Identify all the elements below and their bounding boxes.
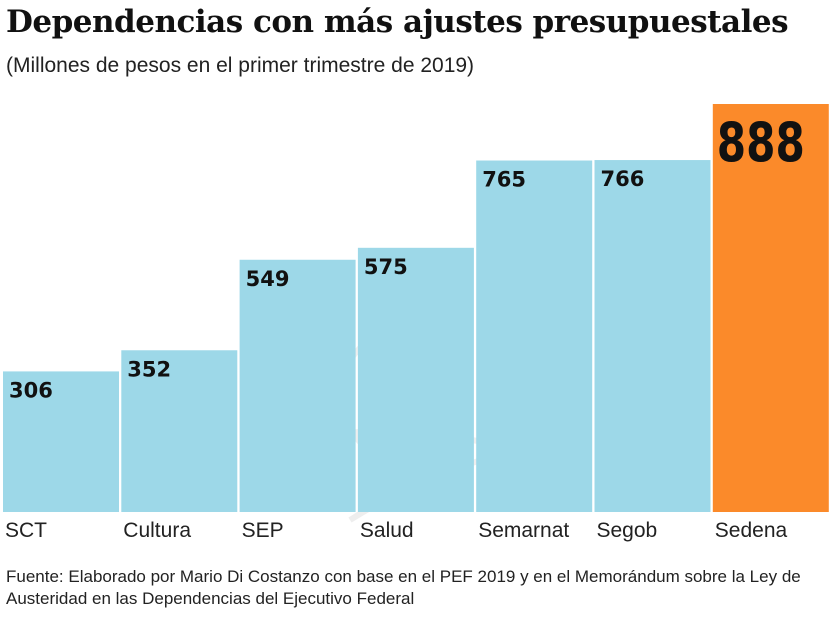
value-label: 575 [364,255,408,279]
value-label: 549 [246,267,290,291]
bar-sedena [712,104,829,512]
source-note: Fuente: Elaborado por Mario Di Costanzo … [6,567,801,608]
bar-sep [239,259,356,512]
chart-title: Dependencias con más ajustes presupuesta… [6,4,789,40]
category-label: Semarnat [478,519,569,542]
bar-salud [357,247,474,513]
bar-chart: 306 SCT 352 Cultura 549 SEP 575 Salud 765 Semarna… [3,104,829,542]
category-label: SCT [5,519,47,542]
chart-subtitle: (Millones de pesos en el primer trimestr… [6,54,475,77]
value-label: 766 [601,167,645,191]
category-label: Salud [360,519,414,542]
value-label: 888 [717,111,805,174]
category-label: SEP [242,519,284,542]
value-label: 352 [127,357,171,381]
bar-semarnat [476,160,593,512]
value-label: 765 [482,168,526,192]
value-label: 306 [9,378,53,402]
bar-segob [594,160,711,512]
bar-cultura [121,350,238,512]
category-label: Segob [597,519,658,542]
category-label: Cultura [123,519,191,542]
bar-sct [3,371,119,512]
category-label: Sedena [715,519,788,542]
